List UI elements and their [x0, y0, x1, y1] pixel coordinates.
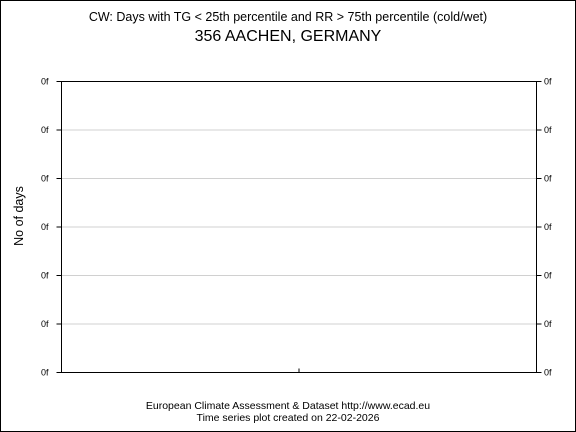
y-tick-label-right: 0f: [544, 368, 552, 378]
y-tick-label-right: 0f: [544, 125, 552, 135]
y-tick-label-left: 0f: [41, 319, 49, 329]
y-tick-label-left: 0f: [41, 271, 49, 281]
y-tick-label-left: 0f: [41, 77, 49, 87]
footer-created: Time series plot created on 22-02-2026: [196, 412, 380, 424]
station-subtitle: 356 AACHEN, GERMANY: [194, 28, 382, 45]
y-tick-label-right: 0f: [544, 271, 552, 281]
footer-source: European Climate Assessment & Dataset ht…: [145, 400, 431, 412]
y-tick-label-right: 0f: [544, 174, 552, 184]
chart-title: CW: Days with TG < 25th percentile and R…: [88, 10, 488, 24]
y-tick-label-left: 0f: [41, 222, 49, 232]
y-tick-label-right: 0f: [544, 222, 552, 232]
y-tick-label-left: 0f: [41, 125, 49, 135]
y-tick-label-left: 0f: [41, 368, 49, 378]
y-tick-label-right: 0f: [544, 319, 552, 329]
y-tick-label-left: 0f: [41, 174, 49, 184]
y-tick-label-right: 0f: [544, 77, 552, 87]
